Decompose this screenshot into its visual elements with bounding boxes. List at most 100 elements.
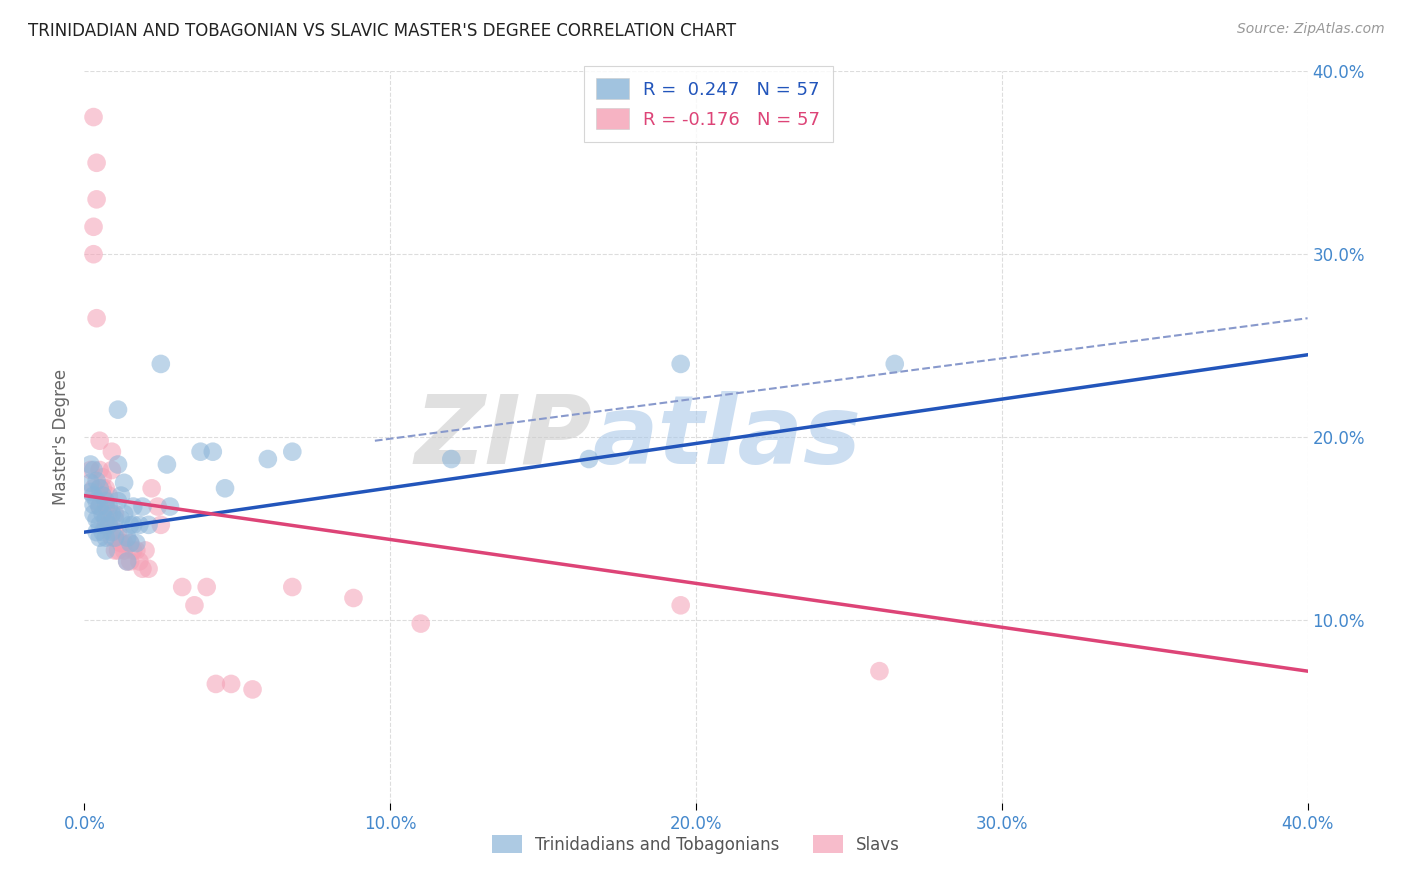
Point xyxy=(91,489,114,503)
Point xyxy=(115,531,138,545)
Point xyxy=(578,452,600,467)
Point xyxy=(135,543,157,558)
Point xyxy=(669,357,692,371)
Point xyxy=(83,498,105,512)
Point xyxy=(104,543,127,558)
Point xyxy=(101,531,124,545)
Point xyxy=(104,512,127,526)
Point xyxy=(131,500,153,514)
Point xyxy=(101,463,124,477)
Y-axis label: Master's Degree: Master's Degree xyxy=(52,369,70,505)
Point xyxy=(120,554,142,568)
Point xyxy=(156,458,179,472)
Point xyxy=(79,463,101,477)
Point xyxy=(112,507,135,521)
Point xyxy=(91,470,114,484)
Point xyxy=(869,664,891,678)
Point xyxy=(131,562,153,576)
Point xyxy=(86,156,108,170)
Point xyxy=(120,536,142,550)
Point xyxy=(195,580,218,594)
Point xyxy=(89,517,111,532)
Point xyxy=(89,500,111,514)
Point xyxy=(440,452,463,467)
Point xyxy=(89,434,111,448)
Point xyxy=(94,531,117,545)
Point xyxy=(183,599,205,613)
Text: ZIP: ZIP xyxy=(415,391,592,483)
Point xyxy=(83,489,105,503)
Point xyxy=(94,500,117,514)
Point xyxy=(97,500,120,514)
Point xyxy=(107,494,129,508)
Point xyxy=(79,458,101,472)
Point xyxy=(281,444,304,458)
Point xyxy=(219,677,242,691)
Point xyxy=(205,677,228,691)
Point xyxy=(104,531,127,545)
Point xyxy=(83,481,105,495)
Point xyxy=(201,444,224,458)
Point xyxy=(125,543,148,558)
Point xyxy=(89,500,111,514)
Point xyxy=(107,543,129,558)
Point xyxy=(104,507,127,521)
Point xyxy=(141,481,163,495)
Point xyxy=(97,507,120,521)
Point xyxy=(138,517,160,532)
Point xyxy=(138,562,160,576)
Point xyxy=(110,536,132,550)
Point xyxy=(128,517,150,532)
Point xyxy=(89,463,111,477)
Point xyxy=(94,494,117,508)
Point xyxy=(86,494,108,508)
Point xyxy=(242,682,264,697)
Point xyxy=(107,402,129,417)
Point xyxy=(409,616,432,631)
Point xyxy=(86,192,108,206)
Text: TRINIDADIAN AND TOBAGONIAN VS SLAVIC MASTER'S DEGREE CORRELATION CHART: TRINIDADIAN AND TOBAGONIAN VS SLAVIC MAS… xyxy=(28,22,737,40)
Point xyxy=(122,543,145,558)
Point xyxy=(79,475,101,490)
Point xyxy=(110,536,132,550)
Point xyxy=(91,489,114,503)
Point xyxy=(281,580,304,594)
Point xyxy=(104,525,127,540)
Point xyxy=(172,580,194,594)
Point xyxy=(146,500,169,514)
Point xyxy=(883,357,905,371)
Point xyxy=(91,525,114,540)
Point xyxy=(83,247,105,261)
Text: atlas: atlas xyxy=(592,391,860,483)
Point xyxy=(97,517,120,532)
Point xyxy=(89,531,111,545)
Point xyxy=(97,489,120,503)
Text: Source: ZipAtlas.com: Source: ZipAtlas.com xyxy=(1237,22,1385,37)
Point xyxy=(83,219,105,234)
Point xyxy=(190,444,212,458)
Point xyxy=(214,481,236,495)
Point xyxy=(86,474,108,488)
Point xyxy=(79,485,101,500)
Point xyxy=(107,458,129,472)
Point xyxy=(115,554,138,568)
Point xyxy=(86,525,108,540)
Point xyxy=(112,536,135,550)
Point xyxy=(94,481,117,495)
Point xyxy=(83,463,105,477)
Point xyxy=(122,517,145,532)
Point xyxy=(101,525,124,540)
Point xyxy=(107,525,129,540)
Point xyxy=(94,512,117,526)
Point xyxy=(125,536,148,550)
Legend: Trinidadians and Tobagonians, Slavs: Trinidadians and Tobagonians, Slavs xyxy=(485,829,907,860)
Point xyxy=(257,452,280,467)
Point xyxy=(120,517,142,532)
Point xyxy=(89,481,111,495)
Point xyxy=(91,481,114,495)
Point xyxy=(101,444,124,458)
Point xyxy=(110,489,132,503)
Point xyxy=(149,357,172,371)
Point xyxy=(94,517,117,532)
Point xyxy=(83,507,105,521)
